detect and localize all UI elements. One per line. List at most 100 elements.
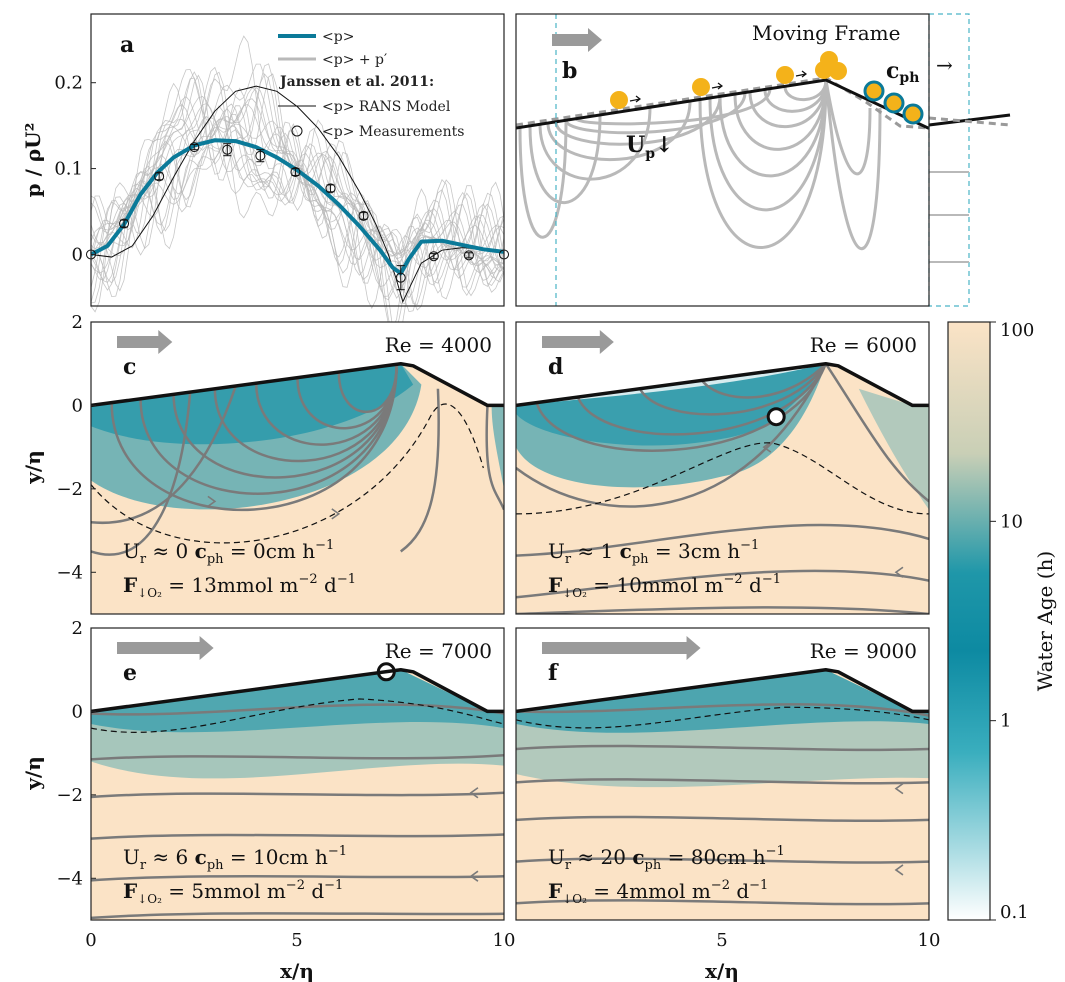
measurement-point: [119, 218, 130, 229]
streamline: [91, 833, 504, 840]
streamline: [91, 392, 192, 556]
colorbar-tick-label: 0.1: [1000, 902, 1029, 923]
legend-swatch-meas: [291, 125, 303, 137]
panel-a-legend: <p> <p> + p′ Janssen et al. 2011: <p> RA…: [278, 29, 464, 140]
bed-profile: [91, 361, 504, 408]
particle-arrow: [629, 95, 641, 103]
fluctuation-line: [90, 63, 505, 335]
particle: [610, 91, 628, 109]
streamline: [824, 79, 882, 250]
fluctuation-line: [90, 105, 505, 313]
streamline-arrow: [469, 787, 479, 799]
measurement-point: [428, 251, 439, 262]
panel-a-label: a: [120, 32, 134, 58]
ytick-label: −2: [56, 479, 83, 500]
streamline-arrow: [894, 566, 904, 578]
xtick: 10: [493, 930, 516, 951]
panel-b-celerity: cph: [886, 58, 919, 86]
panel-frame: [90, 321, 505, 615]
particle: [829, 62, 847, 80]
streamline: [748, 79, 828, 128]
panel-b-flow-arrow: [552, 28, 602, 52]
streamline: [574, 88, 772, 126]
row2-yticks: 2 0 −2 −4: [56, 312, 96, 583]
flux-label: F↓O₂ = 10mmol m−2 d−1: [548, 572, 781, 600]
ytick-label: 2: [72, 312, 83, 333]
streamline: [708, 79, 828, 212]
panel-label: e: [123, 660, 137, 686]
streamline-arrow: [762, 441, 772, 453]
flux-label: F↓O₂ = 5mmol m−2 d−1: [123, 878, 343, 906]
legend-mean: <p>: [322, 29, 354, 45]
panel-b-profile: [929, 171, 969, 263]
xtick: 5: [716, 930, 727, 951]
flux-label: F↓O₂ = 4mmol m−2 d−1: [548, 878, 768, 906]
colorbar-tick-label: 100: [1000, 320, 1034, 341]
streamline: [554, 96, 722, 146]
ytick-label: 0.1: [54, 159, 83, 180]
xtick: 5: [291, 930, 302, 951]
ytick-label: −2: [56, 785, 83, 806]
measurement-point: [154, 171, 165, 182]
series-rans: [90, 85, 505, 304]
y-axis-label-row3: y/η: [21, 756, 45, 790]
streamline: [516, 778, 929, 785]
flux-label: F↓O₂ = 13mmol m−2 d−1: [123, 572, 356, 600]
particle-tagged: [863, 80, 885, 102]
panel-a: a p / ρU² 0 0.1 0.2 <p> <p> + p′ Janssen e…: [21, 13, 509, 341]
colorbar: 100 10 1 0.1 Water Age (h): [947, 320, 1057, 923]
legend-meas: <p> Measurements: [322, 124, 464, 140]
x-ticks-right: 5 10: [716, 930, 940, 951]
re-label: Re = 4000: [385, 333, 492, 357]
young-water-core: [516, 363, 826, 446]
colorbar-bar: [947, 321, 991, 921]
ytick-label: 0: [72, 244, 83, 265]
streamline: [824, 79, 872, 176]
streamline: [516, 815, 929, 823]
panel-b-shifted-bed: [516, 76, 929, 130]
flow-arrow: [542, 636, 701, 660]
x-ticks-left: 0 5 10: [85, 930, 515, 951]
panel-label: c: [123, 354, 136, 380]
streamline: [91, 912, 504, 920]
streamline: [110, 364, 398, 512]
panel-a-frame: [90, 13, 505, 307]
measurement-point: [222, 144, 233, 155]
panel-b-label: b: [562, 58, 577, 84]
streamline: [516, 703, 929, 717]
measurement-point: [255, 150, 266, 161]
streamline-arrow: [894, 782, 904, 795]
panel-d: d Re = 6000 Ur ≈ 1 cph = 3cm h−1 F↓O₂ = 10m…: [515, 321, 930, 615]
bed-profile: [91, 667, 504, 714]
flow-arrow: [542, 330, 614, 354]
panel-b-bed: [516, 78, 929, 130]
panel-b-velocity: Up↓: [626, 132, 673, 162]
panel-b-shifted-ext: [928, 116, 1011, 127]
streamline-arrow: [207, 495, 217, 508]
panel-b-streamlines: [518, 79, 882, 250]
young-water-core: [91, 669, 504, 733]
colorbar-tick-label: 1: [1000, 711, 1011, 732]
streamline: [516, 606, 929, 614]
streamline: [783, 79, 828, 102]
measurement-point: [463, 250, 474, 261]
water-column: [516, 322, 929, 406]
streamline: [139, 364, 398, 495]
measurement-point: [290, 167, 301, 178]
re-label: Re = 9000: [810, 639, 917, 663]
streamline: [516, 363, 827, 508]
young-water-core: [516, 669, 929, 733]
heatmap-body: [516, 322, 929, 614]
measurement-point: [358, 210, 369, 221]
streamline: [700, 362, 827, 399]
legend-group-title: Janssen et al. 2011:: [278, 74, 434, 90]
colorbar-ticks: 100 10 1 0.1: [990, 320, 1034, 923]
y-axis-label-row2: y/η: [21, 450, 45, 484]
panel-b-celerity-arrow: →: [936, 53, 953, 77]
heatmap-body: [91, 628, 504, 920]
streamline: [91, 791, 504, 799]
streamline: [516, 899, 929, 906]
bed-profile: [516, 667, 929, 714]
streamline: [516, 744, 929, 752]
streamline: [733, 79, 828, 151]
